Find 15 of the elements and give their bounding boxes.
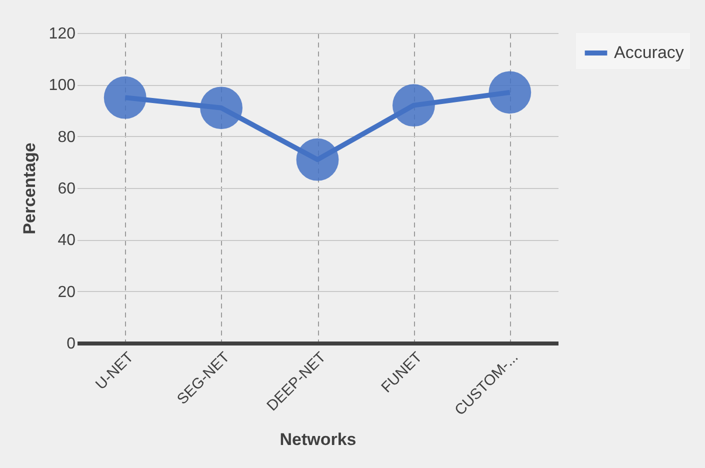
y-tick-label: 80 — [58, 128, 76, 146]
y-tick-label: 0 — [66, 336, 76, 352]
point — [104, 76, 146, 119]
y-tick-label: 100 — [48, 77, 76, 94]
point — [392, 84, 435, 127]
point — [296, 138, 339, 181]
point — [488, 71, 532, 114]
y-axis-title: Percentage — [20, 142, 39, 234]
y-tick-label: 60 — [58, 180, 76, 198]
x-axis-title: Networks — [280, 430, 356, 450]
y-tick-label: 120 — [48, 26, 76, 42]
y-tick-label: 20 — [58, 284, 76, 301]
y-tick-label: 40 — [58, 232, 76, 250]
point — [200, 86, 243, 130]
legend-label: Accuracy — [614, 43, 684, 62]
